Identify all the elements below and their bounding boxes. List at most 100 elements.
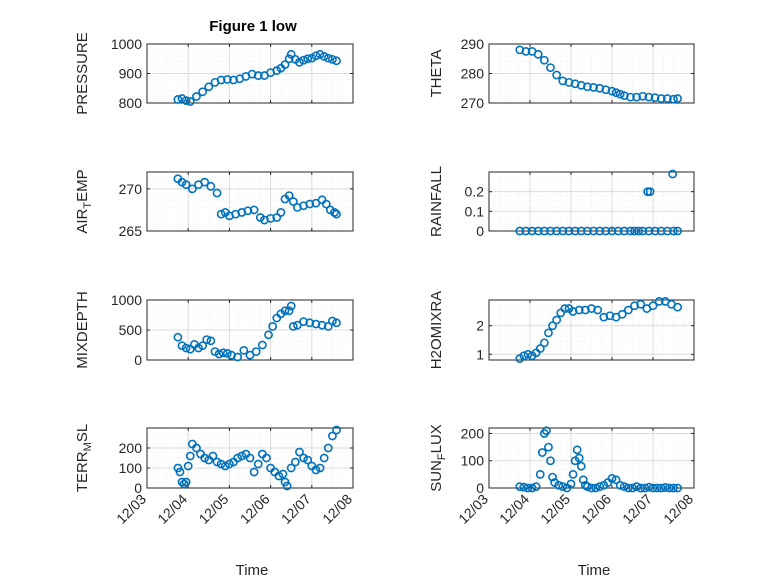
x-tick-label: 12/03: [113, 491, 149, 527]
data-point: [589, 226, 598, 236]
data-point: [233, 453, 243, 463]
data-point: [305, 199, 315, 209]
data-point: [656, 94, 666, 103]
data-point: [568, 469, 578, 479]
data-point: [192, 443, 201, 453]
x-axis-label-left: Time: [236, 562, 269, 579]
data-point: [181, 477, 191, 487]
data-point: [216, 459, 226, 469]
data-point: [303, 54, 313, 64]
data-point: [546, 456, 555, 466]
data-point: [239, 345, 249, 355]
data-point: [323, 443, 333, 453]
data-point: [570, 226, 580, 236]
data-point: [264, 330, 273, 340]
y-tick-label: 100: [461, 453, 485, 469]
data-point: [282, 481, 292, 491]
data-point: [572, 445, 582, 455]
data-point: [519, 351, 529, 361]
data-point: [640, 483, 650, 493]
data-point: [284, 306, 294, 316]
data-point: [200, 453, 210, 463]
data-point: [284, 54, 294, 64]
data-point: [632, 482, 641, 492]
axes-box: [488, 299, 695, 361]
data-point: [660, 483, 670, 492]
subplot-3: 265 270 AIRTEMP: [74, 169, 354, 239]
data-point: [299, 55, 308, 65]
y-tick-label: 0.2: [465, 184, 485, 200]
data-point: [668, 169, 678, 179]
y-tick-label: 800: [119, 95, 143, 111]
data-point: [521, 226, 531, 236]
data-point: [220, 461, 230, 471]
data-point: [537, 448, 547, 457]
data-point: [206, 181, 216, 191]
data-point: [656, 483, 666, 493]
data-point: [574, 305, 584, 315]
data-point: [533, 49, 543, 59]
data-point: [181, 96, 191, 106]
data-point: [515, 226, 525, 236]
data-point: [630, 226, 639, 236]
data-point: [648, 301, 658, 311]
data-point: [327, 54, 337, 64]
data-point: [245, 350, 255, 360]
y-tick-label: 1: [476, 346, 484, 362]
data-point: [548, 472, 557, 482]
data-point: [535, 469, 545, 479]
data-point: [327, 316, 337, 326]
data-point: [280, 60, 290, 70]
y-tick-label: 2: [476, 318, 484, 334]
data-point: [576, 226, 586, 236]
data-point: [243, 206, 253, 216]
data-point: [523, 483, 533, 493]
y-tick-label: 0: [134, 480, 142, 496]
data-point: [311, 319, 321, 329]
data-point: [249, 467, 259, 477]
data-point: [278, 469, 288, 479]
data-point: [319, 51, 329, 61]
y-tick-label: 500: [119, 322, 143, 338]
y-axis-label: RAINFALL: [428, 166, 445, 237]
data-point: [552, 70, 562, 80]
subplot-8: 0 100 200 12/03 12/04 12/05 12/06 12/07 12/08 SUN…: [428, 424, 696, 527]
data-point: [292, 320, 302, 330]
y-axis-label: AIRTEMP: [74, 169, 94, 233]
data-point: [198, 341, 208, 350]
figure-title: Figure 1 low: [209, 18, 297, 35]
y-tick-label: 100: [119, 460, 143, 476]
y-axis-label: SUNFLUX: [428, 424, 448, 492]
data-point: [669, 226, 678, 236]
data-point: [233, 352, 243, 362]
data-point: [673, 94, 682, 103]
data-point: [644, 482, 654, 492]
data-point: [552, 315, 562, 325]
y-tick-label: 0: [134, 352, 142, 368]
data-point: [222, 348, 232, 358]
data-point: [332, 318, 341, 328]
data-point: [533, 226, 543, 236]
data-point: [179, 479, 189, 489]
y-tick-label: 0.1: [465, 203, 485, 219]
data-point: [327, 431, 337, 441]
data-point: [554, 480, 564, 490]
data-point: [319, 453, 329, 463]
y-tick-label: 270: [461, 95, 485, 111]
data-point: [652, 483, 662, 493]
data-point: [587, 483, 596, 493]
y-tick-label: 0: [476, 223, 484, 239]
x-tick-label: 12/05: [537, 491, 573, 527]
data-point: [638, 91, 648, 101]
data-point: [527, 226, 537, 236]
data-point: [648, 483, 658, 493]
data-point: [619, 226, 629, 236]
data-point: [578, 475, 588, 485]
data-point: [268, 321, 278, 331]
data-point: [531, 482, 541, 492]
data-point: [323, 53, 333, 63]
data-point: [173, 95, 183, 104]
data-point: [204, 82, 214, 92]
data-point: [546, 63, 555, 72]
